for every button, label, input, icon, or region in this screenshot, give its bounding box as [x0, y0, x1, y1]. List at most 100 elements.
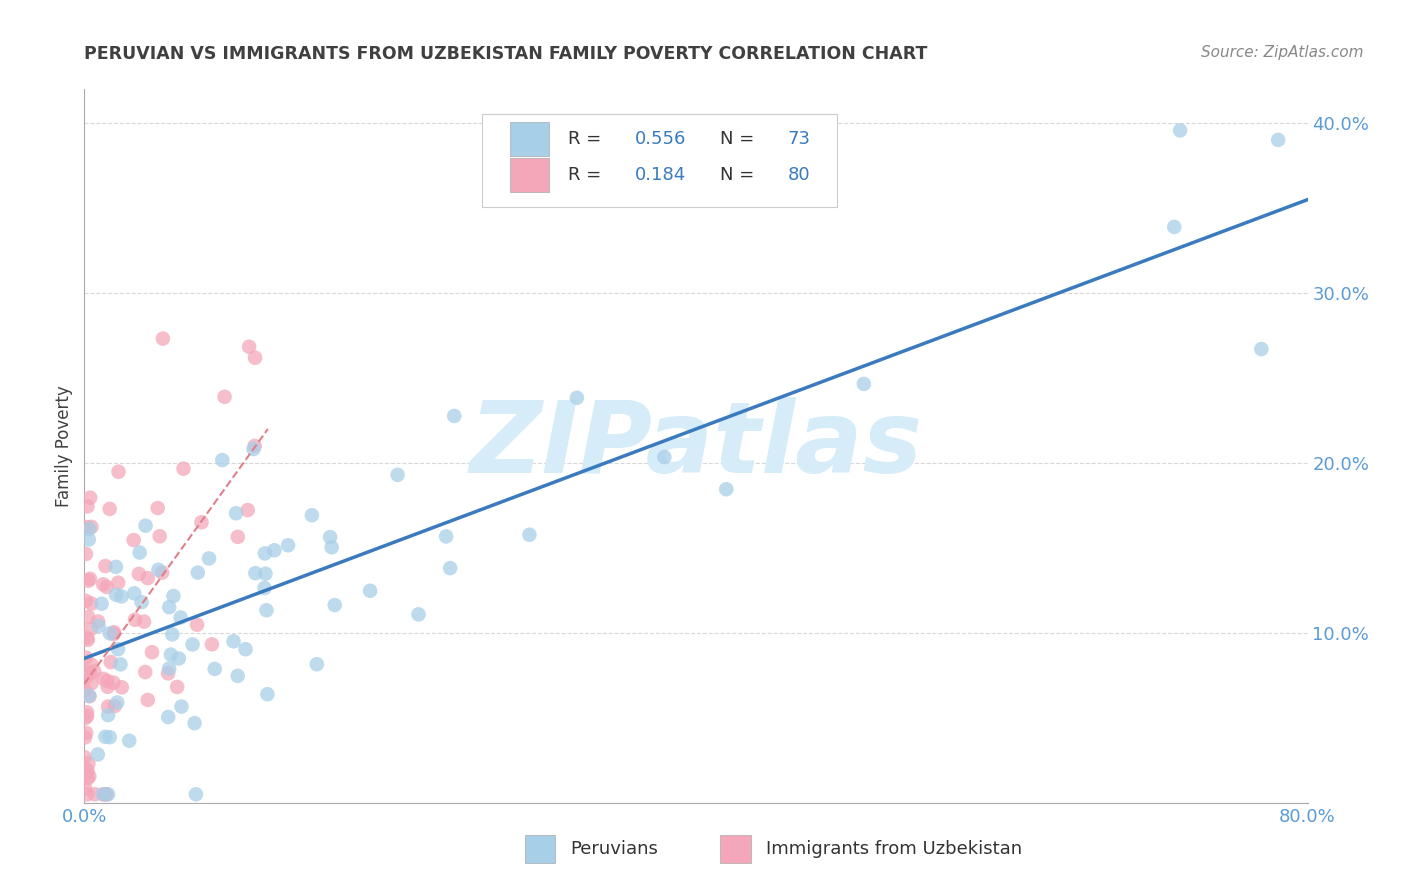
Point — [76, 670, 98, 684]
Text: R =: R = — [568, 166, 606, 184]
Point — [76, 709, 98, 723]
Point — [157, 661, 180, 675]
FancyBboxPatch shape — [482, 114, 837, 207]
Point — [103, 625, 125, 640]
Point — [245, 566, 267, 581]
Point — [173, 461, 195, 475]
Point — [134, 665, 156, 679]
Point — [76, 500, 98, 514]
Point — [1168, 123, 1191, 137]
Point — [91, 577, 114, 591]
Point — [128, 545, 150, 559]
Point — [80, 622, 103, 636]
Point — [211, 453, 233, 467]
Point — [136, 571, 159, 585]
Point — [150, 566, 173, 580]
Point — [75, 594, 97, 608]
Point — [128, 566, 150, 581]
Point — [77, 689, 100, 703]
Text: N =: N = — [720, 166, 761, 184]
Point — [301, 508, 323, 523]
Point — [76, 764, 98, 779]
Point — [256, 603, 278, 617]
Bar — [510, 158, 550, 192]
Point — [122, 586, 145, 600]
Point — [98, 502, 121, 516]
Point — [79, 666, 101, 681]
Point — [97, 680, 120, 694]
Point — [94, 787, 117, 801]
Point — [852, 376, 875, 391]
Point — [79, 769, 101, 783]
Point — [96, 673, 118, 688]
Text: 80: 80 — [787, 166, 810, 184]
Y-axis label: Family Poverty: Family Poverty — [55, 385, 73, 507]
Point — [87, 619, 110, 633]
Point — [1163, 219, 1185, 234]
Point — [75, 650, 97, 665]
Bar — [524, 835, 555, 863]
Point — [79, 491, 101, 505]
Point — [190, 516, 212, 530]
Point — [186, 617, 208, 632]
Point — [100, 655, 122, 669]
Point — [77, 522, 100, 536]
Point — [105, 588, 128, 602]
Point — [136, 693, 159, 707]
Point — [226, 669, 249, 683]
Point — [238, 340, 260, 354]
Point — [443, 409, 465, 423]
Bar — [720, 835, 751, 863]
Point — [148, 563, 170, 577]
Point — [77, 665, 100, 679]
Point — [75, 711, 97, 725]
Point — [77, 574, 100, 588]
Point — [519, 527, 541, 541]
Point — [157, 600, 180, 615]
Point — [80, 597, 103, 611]
Point — [77, 756, 100, 771]
Point — [157, 710, 180, 724]
Point — [93, 672, 115, 686]
Point — [169, 610, 191, 624]
Point — [83, 665, 105, 679]
Point — [79, 572, 101, 586]
Point — [73, 683, 96, 698]
Point — [77, 610, 100, 624]
Point — [226, 530, 249, 544]
Point — [80, 657, 103, 672]
Point — [111, 681, 134, 695]
Point — [83, 787, 105, 801]
Point — [75, 547, 97, 561]
Bar — [510, 122, 550, 156]
Point — [160, 648, 183, 662]
Text: N =: N = — [720, 130, 761, 148]
Point — [214, 390, 236, 404]
Point — [1250, 342, 1272, 356]
Point — [277, 538, 299, 552]
Point — [256, 687, 278, 701]
Point — [235, 642, 257, 657]
Point — [97, 708, 120, 723]
Point — [243, 351, 266, 365]
Point — [170, 699, 193, 714]
Point — [107, 575, 129, 590]
Point — [439, 561, 461, 575]
Text: 0.556: 0.556 — [636, 130, 686, 148]
Point — [198, 551, 221, 566]
Point — [80, 676, 103, 690]
Point — [253, 581, 276, 595]
Point — [124, 613, 146, 627]
Point — [93, 787, 115, 801]
Point — [183, 716, 205, 731]
Point — [98, 730, 121, 744]
Point — [204, 662, 226, 676]
Point — [122, 533, 145, 547]
Point — [263, 543, 285, 558]
Point — [222, 634, 245, 648]
Point — [103, 675, 125, 690]
Point — [321, 541, 343, 555]
Point — [201, 637, 224, 651]
Text: Peruvians: Peruvians — [569, 840, 658, 858]
Point — [319, 530, 342, 544]
